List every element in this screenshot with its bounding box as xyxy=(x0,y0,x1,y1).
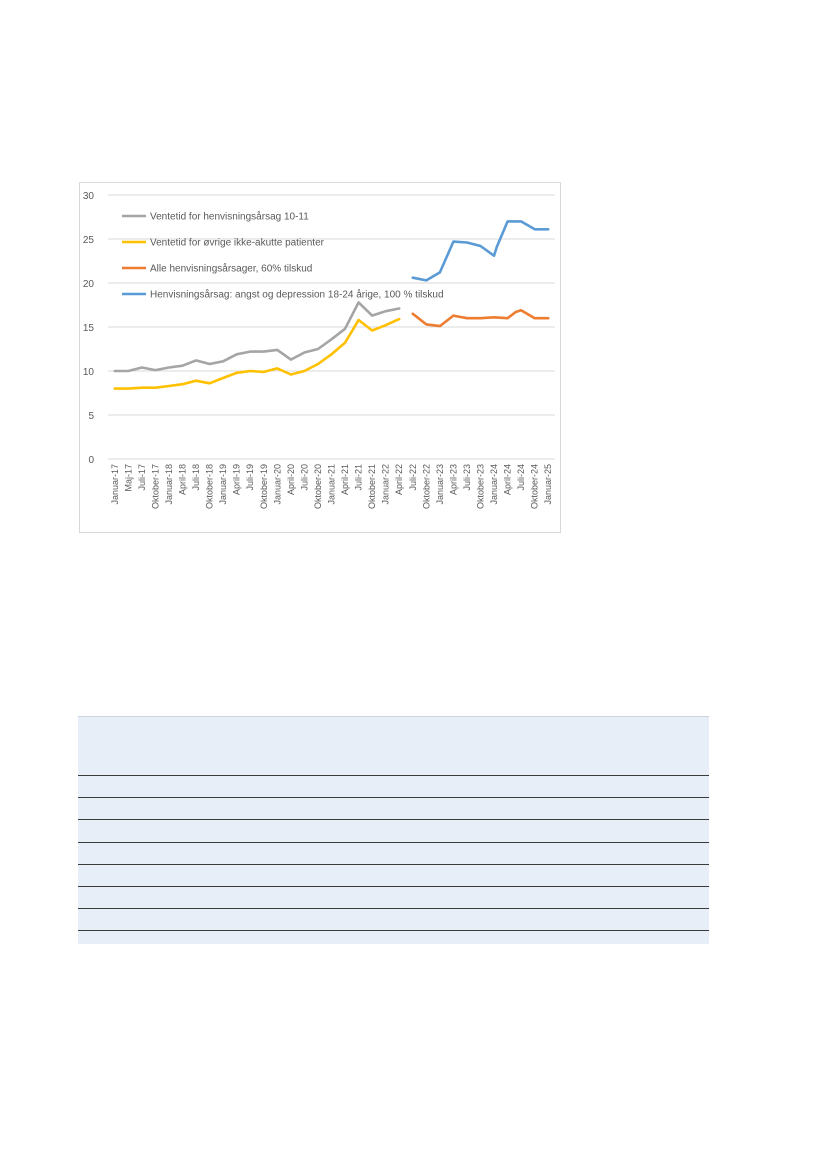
x-tick-label: Juli-19 xyxy=(245,464,255,491)
legend-label: Alle henvisningsårsager, 60% tilskud xyxy=(150,263,312,275)
x-tick-label: Maj-17 xyxy=(123,464,133,492)
x-tick-label: Oktober-18 xyxy=(205,464,215,509)
series-line xyxy=(411,220,550,282)
x-tick-label: April-20 xyxy=(286,464,296,495)
data-table-shaded xyxy=(78,716,709,944)
x-tick-label: Juli-22 xyxy=(408,464,418,491)
x-tick-label: Juli-24 xyxy=(516,464,526,491)
x-tick-label: Juli-21 xyxy=(354,464,364,491)
x-tick-label: Januar-17 xyxy=(110,464,120,505)
legend-label: Henvisningsårsag: angst og depression 18… xyxy=(150,289,444,301)
table-rule xyxy=(78,797,709,798)
x-tick-label: Januar-22 xyxy=(381,464,391,505)
x-tick-label: Januar-21 xyxy=(327,464,337,505)
y-tick-label: 30 xyxy=(83,191,95,202)
x-tick-label: Januar-24 xyxy=(489,464,499,505)
table-rule xyxy=(78,775,709,776)
x-tick-label: Oktober-21 xyxy=(367,464,377,509)
x-tick-label: Januar-20 xyxy=(272,464,282,505)
x-tick-label: Oktober-23 xyxy=(476,464,486,509)
y-tick-label: 0 xyxy=(88,455,94,466)
y-tick-label: 25 xyxy=(83,235,95,246)
x-tick-label: Oktober-19 xyxy=(259,464,269,509)
table-rule xyxy=(78,908,709,909)
table-rule xyxy=(78,842,709,843)
series-line xyxy=(113,301,401,373)
x-tick-label: Oktober-20 xyxy=(313,464,323,509)
y-tick-label: 10 xyxy=(83,367,95,378)
x-tick-label: April-24 xyxy=(503,464,513,495)
x-tick-label: Januar-25 xyxy=(543,464,553,505)
x-tick-label: Juli-18 xyxy=(191,464,201,491)
x-tick-label: Januar-18 xyxy=(164,464,174,505)
x-tick-label: Januar-19 xyxy=(218,464,228,505)
y-tick-label: 15 xyxy=(83,323,95,334)
legend-label: Ventetid for henvisningsårsag 10-11 xyxy=(150,211,309,223)
x-tick-label: Juli-20 xyxy=(299,464,309,491)
table-rule xyxy=(78,864,709,865)
table-rule xyxy=(78,886,709,887)
chart-panel: 0 5 10 15 20 25 30 Januar-17 Maj-17 Juli-17 Oktobe… xyxy=(79,182,561,533)
x-tick-label: Oktober-17 xyxy=(150,464,160,509)
x-tick-label: Juli-17 xyxy=(137,464,147,491)
x-tick-label: April-22 xyxy=(394,464,404,495)
y-tick-label: 20 xyxy=(83,279,95,290)
table-rule xyxy=(78,819,709,820)
x-tick-label: Oktober-24 xyxy=(530,464,540,509)
x-tick-label: Januar-23 xyxy=(435,464,445,505)
x-tick-label: April-19 xyxy=(232,464,242,495)
series-line xyxy=(113,317,401,390)
x-tick-label: Juli-23 xyxy=(462,464,472,491)
y-tick-label: 5 xyxy=(88,411,94,422)
x-tick-label: April-21 xyxy=(340,464,350,495)
x-tick-label: April-18 xyxy=(178,464,188,495)
x-tick-label: April-23 xyxy=(448,464,458,495)
table-rule xyxy=(78,930,709,931)
x-tick-label: Oktober-22 xyxy=(421,464,431,509)
series-line xyxy=(411,309,550,328)
legend-label: Ventetid for øvrige ikke-akutte patiente… xyxy=(150,238,325,249)
